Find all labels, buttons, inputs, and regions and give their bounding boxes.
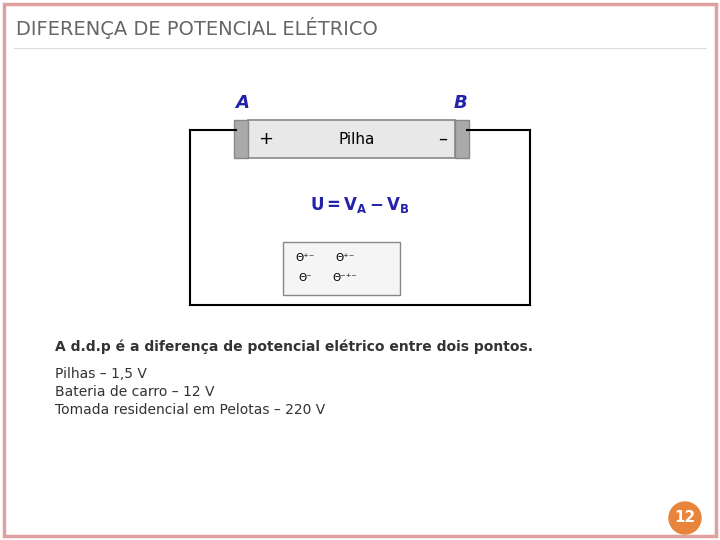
Text: Bateria de carro – 12 V: Bateria de carro – 12 V (55, 385, 215, 399)
Text: Θ⁻⁺⁻: Θ⁻⁺⁻ (333, 273, 357, 283)
Text: –: – (438, 130, 448, 148)
Circle shape (669, 502, 701, 534)
Text: Tomada residencial em Pelotas – 220 V: Tomada residencial em Pelotas – 220 V (55, 403, 325, 417)
Text: Θ⁺⁻: Θ⁺⁻ (295, 253, 315, 263)
Text: DIFERENÇA DE POTENCIAL ELÉTRICO: DIFERENÇA DE POTENCIAL ELÉTRICO (16, 17, 378, 39)
Text: A d.d.p é a diferença de potencial elétrico entre dois pontos.: A d.d.p é a diferença de potencial elétr… (55, 340, 533, 354)
Bar (455, 120, 469, 158)
Text: Θ⁺⁻: Θ⁺⁻ (336, 253, 355, 263)
Bar (248, 120, 455, 158)
Text: +: + (258, 130, 274, 148)
FancyBboxPatch shape (4, 4, 716, 536)
Text: B: B (454, 94, 468, 112)
Text: Pilhas – 1,5 V: Pilhas – 1,5 V (55, 367, 147, 381)
Bar (234, 120, 248, 158)
Bar (283, 242, 400, 295)
Text: 12: 12 (675, 510, 696, 525)
Text: A: A (235, 94, 249, 112)
Text: $\mathbf{U = V_A - V_B}$: $\mathbf{U = V_A - V_B}$ (310, 195, 410, 215)
Text: Pilha: Pilha (338, 132, 374, 146)
Text: Θ⁻: Θ⁻ (298, 273, 312, 283)
